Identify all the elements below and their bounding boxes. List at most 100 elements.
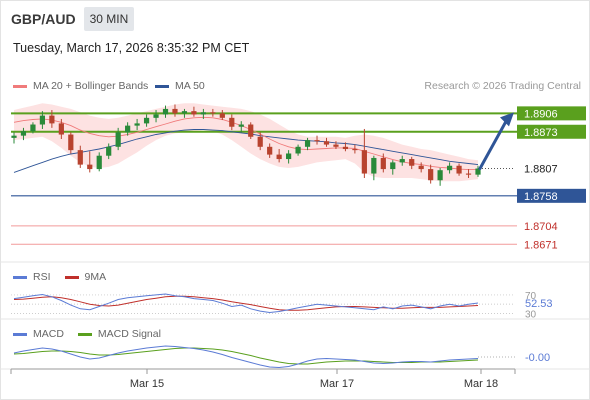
candle-body bbox=[257, 136, 263, 147]
chart-header: GBP/AUD 30 MIN bbox=[11, 7, 135, 31]
x-tick-label: Mar 15 bbox=[130, 378, 164, 390]
candle bbox=[77, 145, 83, 168]
candle-body bbox=[87, 164, 93, 170]
candle bbox=[475, 165, 481, 177]
candle bbox=[134, 118, 140, 131]
candle bbox=[49, 110, 55, 128]
x-tick-label: Mar 17 bbox=[320, 378, 354, 390]
legend-rsi-label: RSI bbox=[33, 271, 51, 283]
level-label-support: 1.8704 bbox=[524, 221, 558, 233]
legend-ma50: MA 50 bbox=[155, 80, 205, 92]
candle-body bbox=[96, 155, 102, 170]
candle-body bbox=[11, 135, 17, 138]
forecast-arrow-head bbox=[500, 112, 514, 127]
macd-panel: -0.00 bbox=[13, 345, 550, 369]
candle-body bbox=[115, 132, 121, 147]
level-label-box bbox=[517, 188, 586, 203]
candle bbox=[342, 142, 349, 152]
candle-body bbox=[77, 150, 83, 165]
source-credit: Research © 2026 Trading Central bbox=[424, 80, 581, 92]
candle-body bbox=[409, 159, 415, 166]
candle-body bbox=[210, 112, 216, 114]
candle bbox=[39, 111, 46, 129]
candle bbox=[219, 110, 225, 121]
candle bbox=[87, 151, 93, 173]
candle bbox=[428, 164, 434, 184]
candle bbox=[153, 110, 159, 123]
candle bbox=[115, 127, 121, 151]
candle-body bbox=[39, 115, 46, 125]
candle bbox=[162, 105, 169, 118]
ma50-line bbox=[13, 129, 479, 173]
timestamp: Tuesday, March 17, 2026 8:35:32 PM CET bbox=[13, 41, 250, 55]
candle bbox=[200, 108, 206, 119]
candle-body bbox=[134, 123, 140, 126]
rsi-ma-swatch-icon bbox=[64, 275, 79, 279]
price-levels bbox=[11, 112, 517, 245]
candle-body bbox=[456, 165, 462, 174]
candle bbox=[106, 143, 112, 160]
candle-body bbox=[200, 112, 206, 115]
candle-body bbox=[162, 108, 169, 115]
candle bbox=[210, 108, 216, 117]
level-label-box bbox=[517, 124, 586, 139]
candle bbox=[304, 137, 311, 151]
bollinger-bands bbox=[14, 103, 478, 182]
x-tick-label: Mar 18 bbox=[464, 378, 498, 390]
candle-body bbox=[465, 173, 472, 175]
legend-macd-signal-label: MACD Signal bbox=[97, 328, 161, 340]
candle bbox=[68, 132, 74, 154]
candle-body bbox=[361, 150, 367, 174]
timeframe-badge[interactable]: 30 MIN bbox=[83, 7, 135, 31]
candle bbox=[229, 114, 235, 131]
candle-body bbox=[314, 140, 320, 142]
candle-body bbox=[333, 144, 339, 147]
candle bbox=[323, 137, 330, 147]
candle-body bbox=[68, 134, 74, 151]
candle bbox=[30, 122, 36, 134]
candle bbox=[172, 104, 178, 117]
candle-body bbox=[323, 141, 330, 145]
candle-body bbox=[229, 117, 235, 127]
candle-body bbox=[58, 123, 64, 135]
candle bbox=[314, 135, 320, 145]
panel-dividers bbox=[0, 261, 590, 370]
candle-body bbox=[49, 115, 55, 124]
candle-body bbox=[428, 169, 434, 181]
candle bbox=[333, 141, 339, 150]
legend-ma20: MA 20 + Bollinger Bands bbox=[13, 80, 148, 92]
candle bbox=[11, 132, 17, 144]
legend-ma50-label: MA 50 bbox=[175, 80, 205, 92]
candle bbox=[437, 167, 443, 186]
candle-body bbox=[304, 140, 311, 147]
candle bbox=[125, 122, 131, 136]
forecast-arrow-shaft bbox=[478, 119, 508, 171]
candle-body bbox=[30, 124, 36, 132]
candle-body bbox=[418, 165, 424, 170]
rsi-line bbox=[13, 293, 479, 314]
candle-body bbox=[380, 157, 386, 170]
legend-macd-label: MACD bbox=[33, 328, 64, 340]
level-label-current_price: 1.8807 bbox=[524, 164, 558, 176]
candle bbox=[352, 144, 358, 154]
level-label-box bbox=[517, 161, 586, 176]
legend-rsi: RSI 9MA bbox=[13, 271, 106, 283]
candle-body bbox=[286, 153, 292, 160]
candle-body bbox=[276, 154, 282, 160]
currency-pair-title: GBP/AUD bbox=[11, 11, 76, 27]
candles bbox=[11, 104, 481, 186]
candle bbox=[465, 169, 472, 178]
level-label-resistance: 1.8873 bbox=[524, 127, 558, 139]
level-label-support: 1.8671 bbox=[524, 239, 558, 251]
candle-body bbox=[172, 108, 178, 114]
candle-body bbox=[106, 146, 112, 156]
candle bbox=[456, 163, 462, 176]
candle-body bbox=[125, 125, 131, 133]
candle bbox=[418, 162, 424, 173]
level-label-box bbox=[517, 106, 586, 121]
candle-body bbox=[295, 146, 301, 154]
candle-body bbox=[191, 111, 197, 115]
candle bbox=[238, 121, 244, 133]
